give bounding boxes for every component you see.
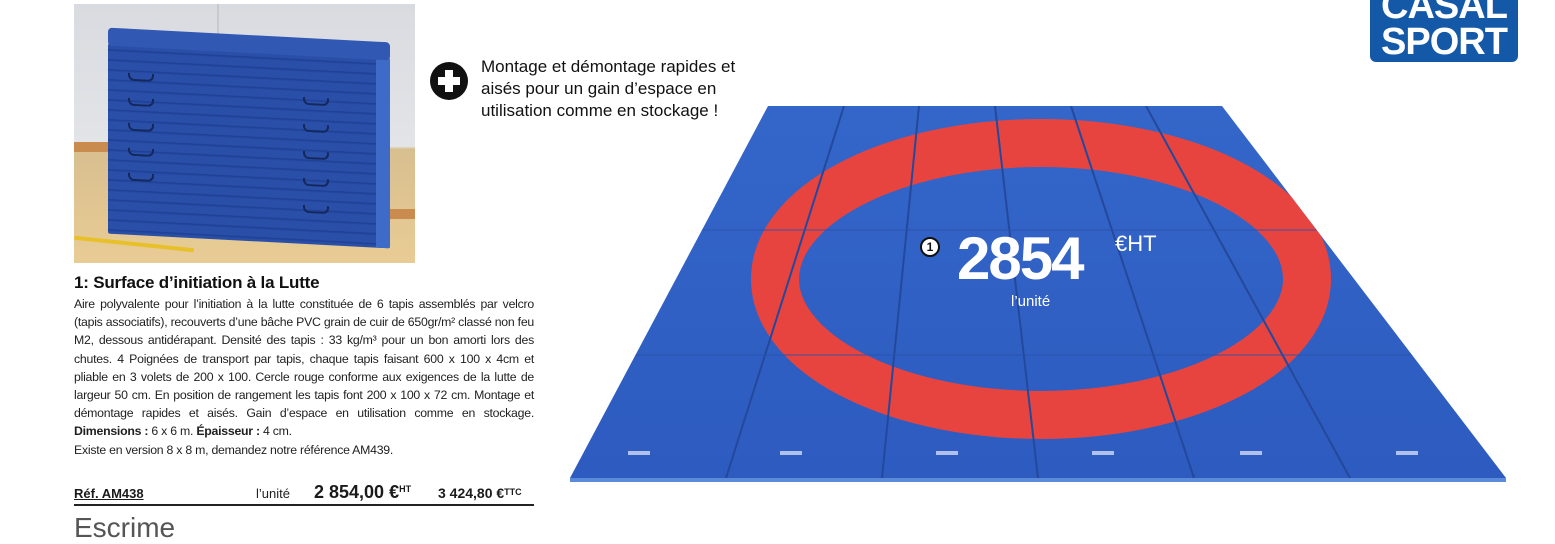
baseboard	[385, 209, 415, 219]
feature-callout: Montage et démontage rapides et aisés po…	[481, 57, 736, 120]
logo-line1: CASAL	[1381, 0, 1508, 27]
price-ht: 2 854,00 €HT	[314, 482, 411, 503]
price-ttc: 3 424,80 €TTC	[438, 485, 522, 501]
product-description: Aire polyvalente pour l’initiation à la …	[74, 295, 534, 441]
product-reference: Réf. AM438	[74, 486, 144, 501]
logo-line2: SPORT	[1381, 21, 1508, 63]
description-text: Aire polyvalente pour l’initiation à la …	[74, 297, 534, 421]
price-ht-value: 2 854,00 €	[314, 482, 400, 502]
stacked-mats-photo	[74, 4, 415, 263]
red-circle	[751, 119, 1331, 439]
thickness-label: Épaisseur :	[196, 424, 260, 439]
price-ttc-suffix: TTC	[504, 487, 522, 497]
baseboard	[74, 142, 114, 152]
unit-label: l’unité	[256, 486, 290, 501]
thickness-value: 4 cm.	[263, 424, 292, 439]
dimensions-value: 6 x 6 m.	[151, 424, 194, 439]
hero-price-amount: 2854	[957, 225, 1084, 292]
item-number-badge: 1	[920, 237, 940, 257]
price-ttc-value: 3 424,80 €	[438, 485, 505, 501]
product-block: 1: Surface d’initiation à la Lutte Aire …	[74, 273, 534, 459]
hero-unit-label: l’unité	[1011, 293, 1051, 310]
wrestling-mat-illustration	[570, 106, 1506, 482]
product-title: 1: Surface d’initiation à la Lutte	[74, 273, 320, 292]
plus-icon	[430, 62, 468, 100]
price-ht-suffix: HT	[399, 484, 412, 494]
price-line: Réf. AM438 l’unité 2 854,00 €HT 3 424,80…	[74, 482, 534, 506]
casal-sport-logo: CASAL SPORT	[1370, 0, 1518, 62]
hero-price-currency: €HT	[1115, 231, 1157, 256]
dimensions-label: Dimensions :	[74, 424, 149, 439]
hero-price: 2854 €HT	[957, 225, 1157, 292]
variant-note: Existe en version 8 x 8 m, demandez notr…	[74, 442, 394, 457]
